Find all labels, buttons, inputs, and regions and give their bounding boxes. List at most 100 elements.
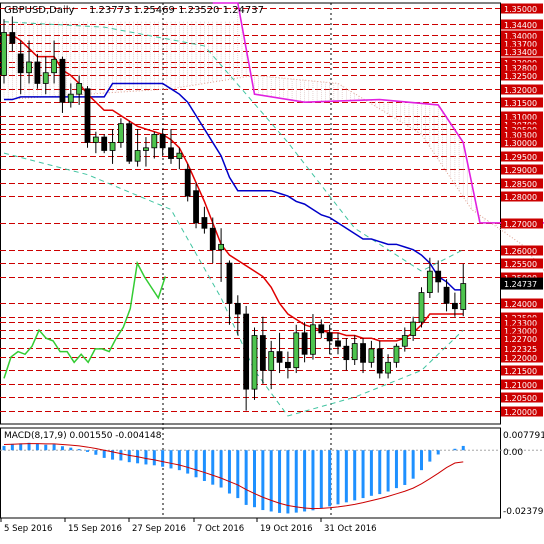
level-label: 1.28500	[504, 180, 537, 189]
candle-bull	[401, 335, 408, 347]
candle-bull	[218, 243, 225, 251]
level-label: 1.34000	[504, 32, 537, 41]
level-tag	[501, 70, 543, 81]
kumo-cloud	[3, 3, 544, 272]
level-tag	[501, 333, 543, 344]
macd-panel	[0, 442, 544, 514]
level-label: 1.25500	[504, 260, 537, 269]
header-ohlc: 1.23773 1.25469 1.23520 1.24737	[89, 5, 264, 16]
level-label: 1.20500	[504, 394, 537, 403]
macd-scale-top: 0.007791	[503, 431, 544, 441]
level-tag	[501, 111, 543, 122]
level-tag	[501, 298, 543, 309]
time-axis: 5 Sep 2016 15 Sep 2016 27 Sep 2016 7 Oct 20…	[0, 518, 377, 534]
candle-bull	[151, 133, 158, 149]
candle-bull	[410, 321, 417, 336]
kijun-sen-line	[4, 82, 464, 291]
level-label: 1.20000	[504, 408, 537, 417]
level-tag	[501, 258, 543, 269]
level-label: 1.33400	[504, 48, 537, 57]
level-label: 1.32500	[504, 72, 537, 81]
level-tag	[501, 3, 543, 14]
level-label: 1.30300	[504, 131, 537, 140]
candle-bear	[343, 345, 350, 361]
candle-bull	[143, 147, 149, 151]
current-price-tag	[501, 277, 543, 290]
level-tag	[501, 317, 543, 328]
macd-plot-frame	[0, 427, 501, 519]
candle-bear	[9, 32, 16, 44]
candle-bull	[368, 348, 375, 363]
level-tag	[501, 137, 543, 148]
candle-bull	[1, 32, 7, 76]
price-axis: 1.350001.344001.340001.337001.334001.330…	[501, 3, 543, 417]
candle-bear	[234, 302, 241, 315]
band-lower	[3, 152, 464, 417]
candle-bear	[226, 262, 233, 304]
level-tag	[501, 365, 543, 376]
candle-bear	[326, 332, 333, 342]
macd-signal-line	[3, 443, 464, 510]
level-tag	[501, 218, 543, 229]
candle-bear	[17, 53, 24, 74]
level-label: 1.29000	[504, 166, 537, 175]
level-tag	[501, 406, 543, 417]
senkou-b-line	[212, 2, 544, 224]
level-tag	[501, 191, 543, 202]
candle-bear	[435, 270, 442, 283]
candle-bull	[118, 123, 124, 143]
candle-bear	[243, 313, 250, 390]
level-label: 1.22000	[504, 354, 537, 363]
candle-bull	[42, 72, 49, 84]
time-label: 31 Oct 2016	[324, 524, 377, 534]
candle-bull	[51, 58, 57, 74]
level-label: 1.21000	[504, 381, 537, 390]
candle-bull	[460, 283, 467, 310]
candles	[1, 16, 467, 411]
candle-bull	[426, 270, 433, 294]
level-label: 1.22700	[504, 335, 537, 344]
macd-scale-bottom: -0.02379	[503, 507, 544, 517]
candle-bull	[67, 93, 74, 103]
level-tag	[501, 164, 543, 175]
candle-bear	[168, 147, 174, 159]
candle-bull	[134, 150, 141, 162]
candle-bull	[293, 332, 300, 369]
candle-bear	[84, 88, 91, 143]
level-tag	[501, 352, 543, 363]
level-label: 1.24000	[504, 300, 537, 309]
candle-bull	[351, 343, 358, 361]
candle-bear	[335, 340, 341, 347]
level-tag	[501, 245, 543, 256]
level-label: 1.27000	[504, 220, 537, 229]
level-label: 1.22325	[504, 345, 537, 354]
level-tag	[501, 84, 543, 95]
level-tag	[501, 46, 543, 57]
candle-bull	[393, 345, 400, 363]
candle-bull	[26, 61, 32, 74]
current-price-label: 1.24737	[504, 280, 537, 289]
level-tag	[501, 178, 543, 189]
candle-bear	[376, 348, 383, 374]
macd-label: MACD(8,17,9) 0.001550 -0.004148	[4, 431, 162, 441]
candle-bull	[310, 324, 316, 355]
level-label: 1.32000	[504, 86, 537, 95]
level-label: 1.31000	[504, 113, 537, 122]
level-tag	[501, 97, 543, 108]
candle-bear	[451, 302, 458, 310]
time-label: 19 Oct 2016	[260, 524, 313, 534]
candle-bear	[159, 133, 166, 149]
level-label: 1.26000	[504, 247, 537, 256]
candle-bull	[418, 292, 425, 323]
candle-bear	[126, 123, 133, 162]
level-tag	[501, 272, 543, 283]
level-tag	[501, 30, 543, 41]
candle-bull	[251, 335, 258, 390]
candle-bear	[193, 190, 199, 224]
level-tag	[501, 38, 543, 49]
candle-bull	[92, 136, 99, 143]
candle-bear	[301, 332, 308, 355]
candle-bear	[284, 361, 291, 369]
